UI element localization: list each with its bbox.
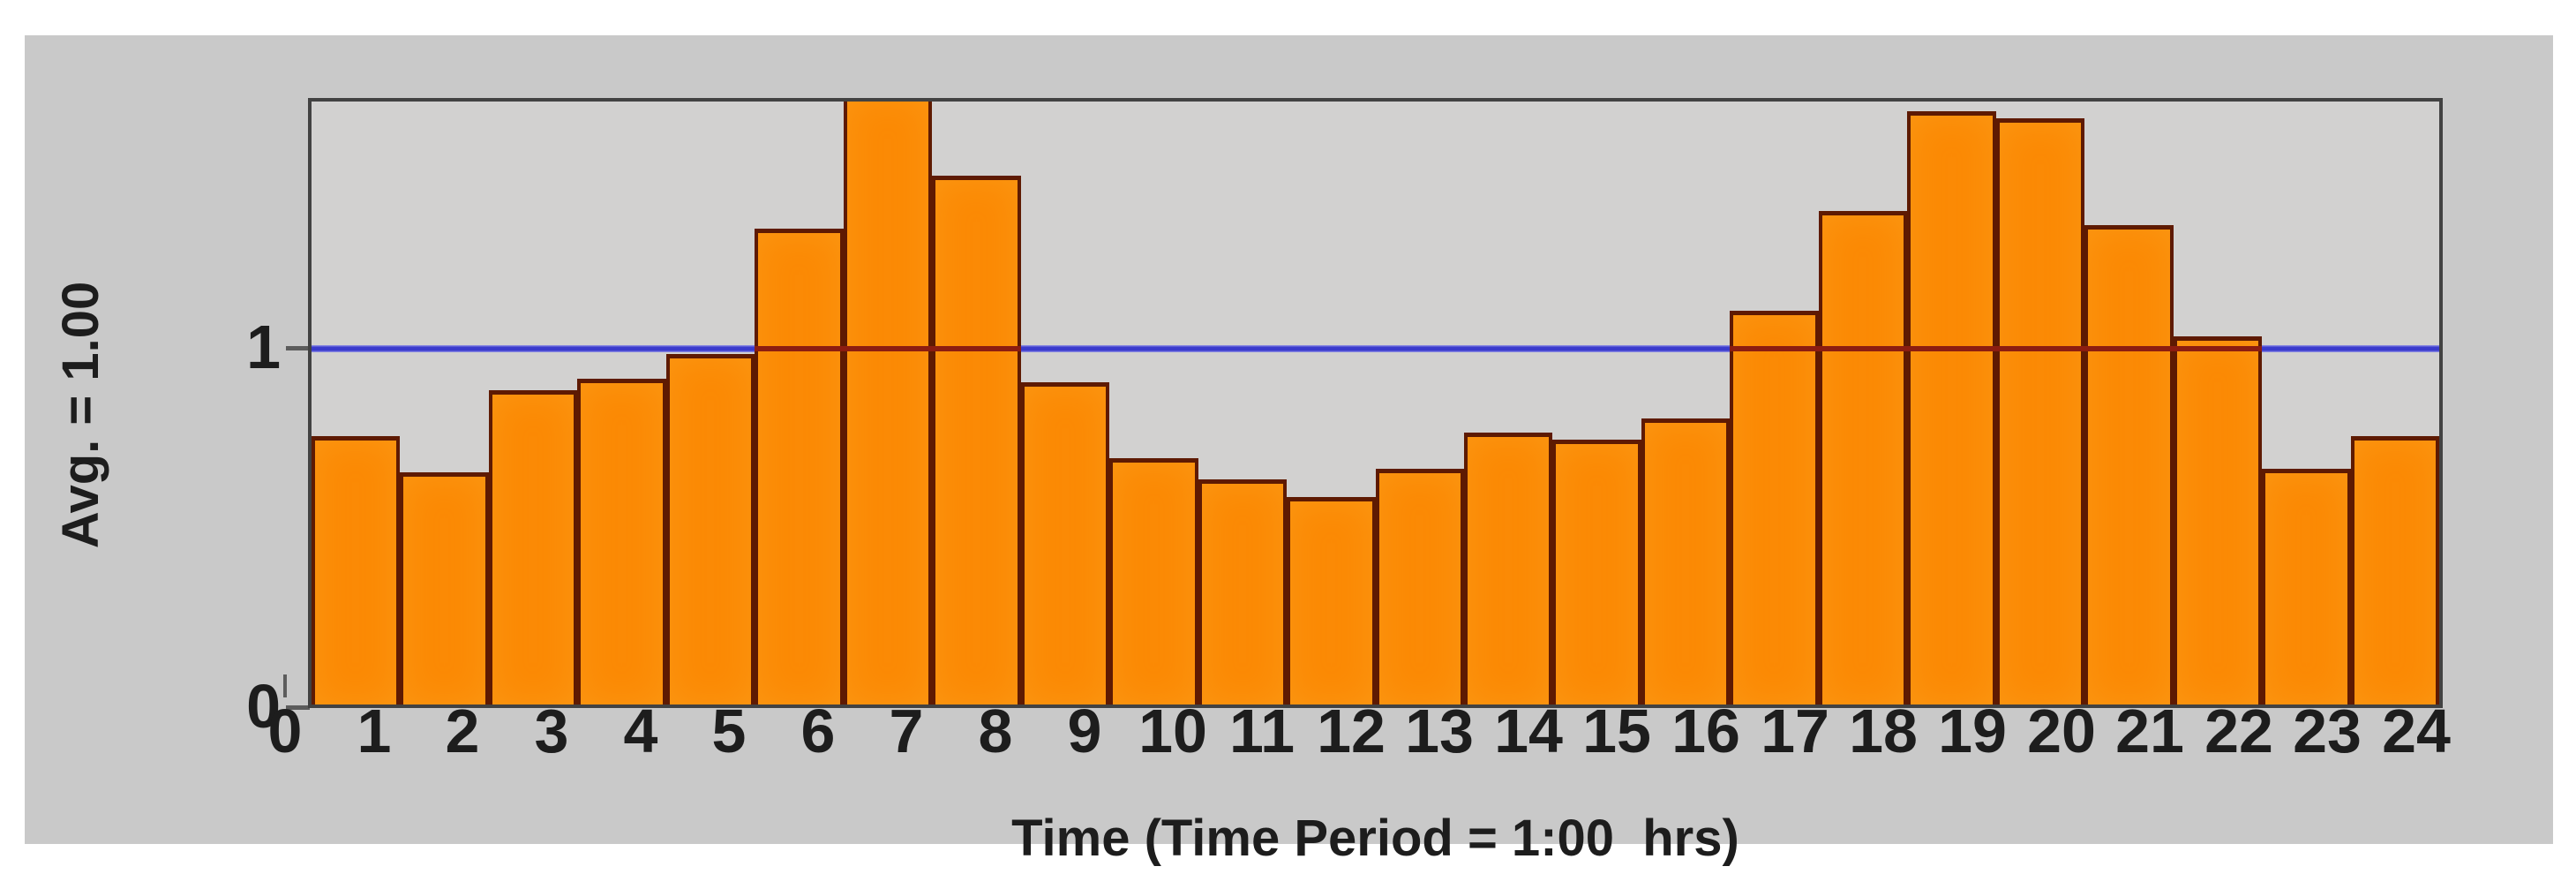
bar-hour-13 <box>1464 433 1552 704</box>
x-tick-label-17: 17 <box>1761 697 1829 765</box>
x-tick-label-5: 5 <box>711 697 747 765</box>
x-tick-mark-0 <box>283 674 287 697</box>
plot-area <box>308 98 2443 708</box>
x-tick-label-14: 14 <box>1494 697 1563 765</box>
chart-panel: Avg. = 1.00 1 0 0 1 2 3 4 5 6 7 8 9 10 11 12 13 14 15 16… <box>25 35 2553 867</box>
x-tick-label-23: 23 <box>2293 697 2362 765</box>
bar-hour-3 <box>577 379 666 704</box>
bar-hour-8 <box>1021 382 1109 704</box>
y-tick-mark-1 <box>286 346 310 350</box>
x-tick-label-15: 15 <box>1582 697 1651 765</box>
x-tick-label-13: 13 <box>1405 697 1474 765</box>
average-line-over-bar-7 <box>932 346 1021 351</box>
average-line <box>312 345 2439 352</box>
bar-hour-20 <box>2084 225 2174 704</box>
bar-hour-18 <box>1907 111 1996 704</box>
x-tick-label-4: 4 <box>623 697 658 765</box>
average-line-over-bar-20 <box>2084 346 2174 351</box>
x-tick-label-20: 20 <box>2027 697 2096 765</box>
average-line-over-bar-17 <box>1819 346 1907 351</box>
bar-hour-1 <box>400 472 489 704</box>
x-tick-label-11: 11 <box>1229 697 1295 765</box>
bar-hour-0 <box>312 436 400 704</box>
average-line-over-bar-6 <box>844 346 932 351</box>
x-tick-label-1: 1 <box>357 697 392 765</box>
bar-hour-16 <box>1730 311 1819 704</box>
bar-hour-22 <box>2262 469 2351 704</box>
x-tick-label-22: 22 <box>2204 697 2273 765</box>
average-line-over-bar-21 <box>2174 346 2262 351</box>
x-tick-label-0: 0 <box>267 697 303 765</box>
y-tick-mark-0 <box>286 705 310 710</box>
x-tick-label-9: 9 <box>1067 697 1102 765</box>
x-tick-label-24: 24 <box>2382 697 2451 765</box>
x-tick-label-6: 6 <box>800 697 836 765</box>
x-tick-label-18: 18 <box>1849 697 1918 765</box>
bar-hour-10 <box>1198 479 1287 704</box>
bar-hour-6 <box>844 102 932 704</box>
bar-hour-9 <box>1109 458 1198 704</box>
bar-hour-11 <box>1287 497 1376 704</box>
bar-hour-4 <box>666 354 755 704</box>
bar-hour-5 <box>755 229 844 704</box>
x-tick-label-10: 10 <box>1138 697 1207 765</box>
x-tick-label-8: 8 <box>978 697 1013 765</box>
bar-hour-15 <box>1641 418 1730 704</box>
x-tick-label-21: 21 <box>2115 697 2184 765</box>
average-line-over-bar-18 <box>1907 346 1996 351</box>
y-tick-label-0: 0 <box>246 672 281 741</box>
x-tick-label-16: 16 <box>1671 697 1740 765</box>
bar-hour-23 <box>2351 436 2439 704</box>
bar-hour-14 <box>1552 440 1641 704</box>
y-tick-label-1: 1 <box>246 313 281 381</box>
average-line-over-bar-5 <box>755 346 844 351</box>
bar-hour-2 <box>489 390 577 704</box>
bar-hour-17 <box>1819 211 1907 704</box>
x-tick-label-19: 19 <box>1938 697 2007 765</box>
y-axis-title: Avg. = 1.00 <box>52 281 109 549</box>
x-tick-label-3: 3 <box>534 697 569 765</box>
x-tick-label-12: 12 <box>1317 697 1386 765</box>
x-tick-label-7: 7 <box>889 697 924 765</box>
x-axis-title: Time (Time Period = 1:00 hrs) <box>1011 810 1739 867</box>
x-tick-label-2: 2 <box>445 697 480 765</box>
bar-hour-12 <box>1376 469 1464 704</box>
bar-hour-7 <box>932 176 1021 704</box>
bar-hour-21 <box>2174 336 2262 704</box>
average-line-over-bar-16 <box>1730 346 1819 351</box>
average-line-over-bar-19 <box>1996 346 2084 351</box>
bar-hour-19 <box>1996 118 2084 704</box>
